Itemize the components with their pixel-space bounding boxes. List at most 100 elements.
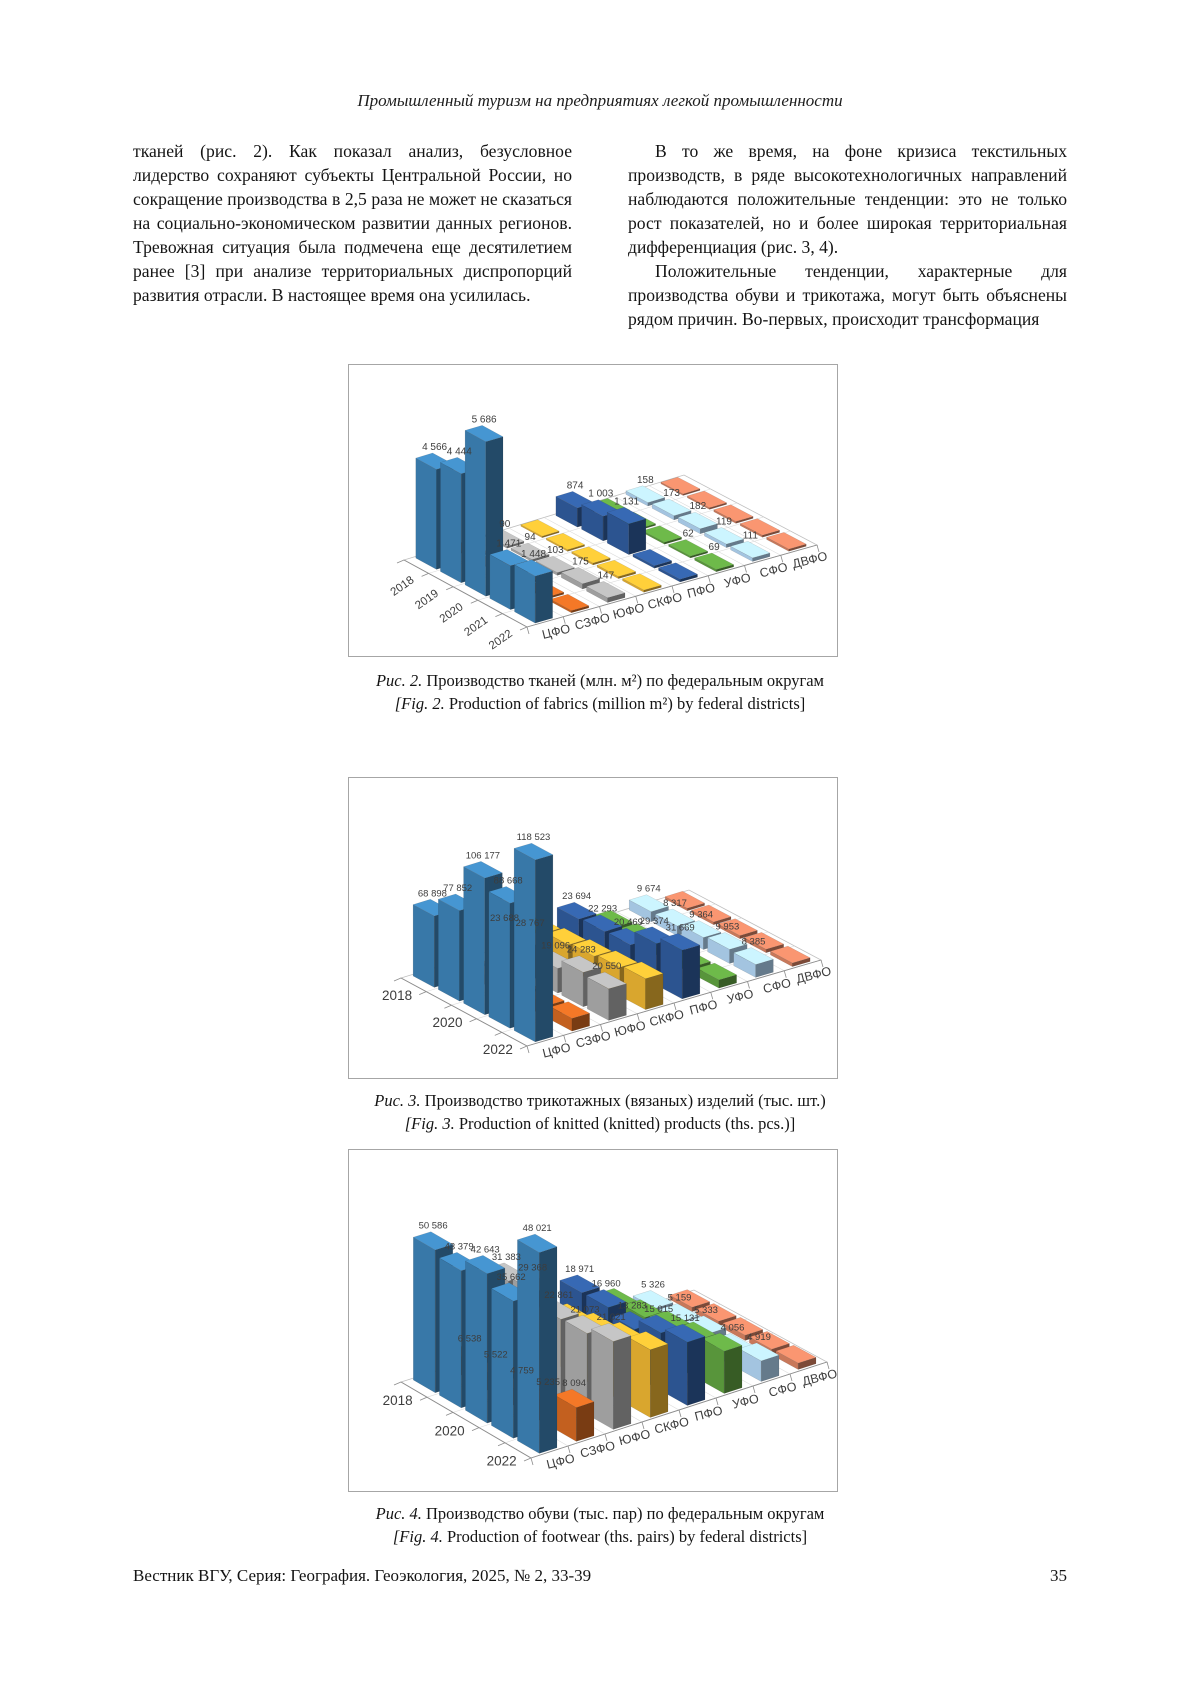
bar-value-label: 118 523 [517,832,551,843]
floor-axes [396,544,820,635]
district-axis-tick [526,1045,530,1054]
bar-dvfo-2022 [775,1345,817,1370]
year-axis-tick [444,1004,452,1009]
figure-label-ru: Рис. 2. [375,671,423,690]
bar-skfo-2021 [596,559,637,579]
figure-label-en: [Fig. 2. [394,694,445,713]
bars [412,1231,817,1454]
district-axis-label-pfo: ПФО [686,580,717,600]
bar-yufo-2019 [510,542,550,563]
district-axis-tick [562,616,566,624]
bar-value-label: 175 [572,556,589,567]
bar-value-label: 5 159 [668,1293,692,1304]
district-axis-tick [710,992,714,1000]
figure-2-caption: Рис. 2. Производство тканей (млн. м²) по… [133,669,1067,715]
bar-value-label: 16 960 [592,1279,621,1290]
year-axis-tick [446,586,454,591]
district-axis-tick [789,1373,793,1382]
bar-sfo-2020 [677,511,718,535]
caption-line-en: [Fig. 4. Production of footwear (ths. pa… [133,1525,1067,1548]
bars [415,425,807,624]
bar-value-label: 68 898 [418,888,447,899]
body-left-column: тканей (рис. 2). Как показал анализ, без… [133,139,572,331]
bar-pfo-2022 [664,1323,706,1406]
district-axis-tick [826,1361,830,1370]
bar-value-labels: 158 173 874 182 1 003 90 119 1 131 62 94 111 4 566 6… [422,414,758,581]
year-axis-tick [470,599,478,604]
district-axis-label-cfo: ЦФО [545,1451,576,1472]
year-axis-label: 2022 [483,1042,513,1057]
bar-cfo-2022 [516,1233,558,1454]
bar-szfo-2022 [549,594,590,614]
year-axis-tick [469,1018,477,1023]
year-axis-tick [471,1427,480,1431]
bar-value-label: 20 469 [614,917,643,928]
body-text: тканей (рис. 2). Как показал анализ, без… [133,139,1067,331]
district-axis-label-skfo: СКФО [648,1007,686,1029]
year-axis-tick [519,1045,528,1050]
bar-value-label: 28 767 [516,918,545,929]
figure-title-en: Production of knitted (knitted) products… [458,1114,796,1133]
figure-label-ru: Рис. 3. [374,1091,421,1110]
bar-value-label: 106 177 [466,850,500,861]
year-axis-label: 2021 [462,614,490,639]
figure-label-en: [Fig. 3. [404,1114,455,1133]
district-axis-tick [678,1409,682,1418]
caption-line-en: [Fig. 3. Production of knitted (knitted)… [133,1112,1067,1135]
bar-ufo-2022 [696,962,738,989]
bar-value-label: 8 317 [663,898,687,909]
year-axis-tick [421,573,429,577]
bar-skfo-2018 [520,519,560,539]
figure-title-ru: Производство обуви (тыс. пар) по федерал… [426,1504,825,1523]
district-axis-tick [820,959,824,968]
district-axis-tick [715,1397,719,1406]
district-axis-label-cfo: ЦФО [541,1040,572,1061]
figure-label-ru: Рис. 4. [375,1504,422,1523]
bar-value-label: 119 [716,517,732,528]
paragraph: Положительные тенденции, характерные для… [628,261,1067,329]
bar-value-label: 22 861 [544,1290,573,1301]
bar-value-label: 9 953 [716,922,740,933]
bar-dvfo-2019 [690,904,732,926]
district-axis-tick [604,1433,608,1442]
body-right-column: В то же время, на фоне кризиса текстильн… [628,139,1067,331]
bar-value-label: 94 [525,532,537,543]
bar-pfo-2020 [606,507,647,555]
bar-pfo-2022 [657,562,699,583]
year-axis-label: 2022 [487,1454,517,1469]
bar-dvfo-2020 [713,504,754,524]
bar-value-label: 69 [709,542,721,553]
district-axis-tick [816,544,820,553]
figure-label-en: [Fig. 4. [392,1527,443,1546]
district-axis-label-sfo: СФО [762,976,793,996]
bar-value-label: 4 759 [510,1365,534,1376]
bar-value-label: 4 919 [747,1332,771,1343]
district-axis-label-dvfo: ДВФО [801,1366,837,1388]
bar-value-label: 8 094 [562,1378,586,1389]
bar-value-label: 173 [663,488,680,499]
caption-line-ru: Рис. 2. Производство тканей (млн. м²) по… [133,669,1067,692]
bar-dvfo-2018 [664,891,706,912]
year-axis-label: 2020 [438,601,466,626]
bar-skfo-2019 [545,532,586,552]
figure-4-caption: Рис. 4. Производство обуви (тыс. пар) по… [133,1502,1067,1548]
figure-title-ru: Производство трикотажных (вязаных) издел… [424,1091,826,1110]
bar-value-label: 111 [743,530,759,541]
district-axis-label-sfo: СФО [767,1379,798,1399]
bar-cfo-2022 [513,559,554,624]
bar-value-label: 4 056 [721,1322,745,1333]
bar-ufo-2022 [694,552,735,573]
bar-cfo-2022 [513,842,554,1043]
district-axis-tick [567,1445,571,1454]
bar-value-label: 23 694 [562,891,591,902]
figure-title-en: Production of fabrics (million m²) by fe… [448,694,806,713]
year-axis-label: 2019 [413,588,441,613]
bar-value-label: 13 283 [618,1300,647,1311]
bar-value-label: 20 550 [592,961,621,972]
figure-2-3d-bar-chart: 158 173 874 182 1 003 90 119 1 131 62 94 111 4 566 6… [389,414,829,652]
district-axis-label-cfo: ЦФО [541,621,572,642]
district-axis-tick [530,1457,534,1466]
year-axis-label: 2018 [382,988,412,1003]
